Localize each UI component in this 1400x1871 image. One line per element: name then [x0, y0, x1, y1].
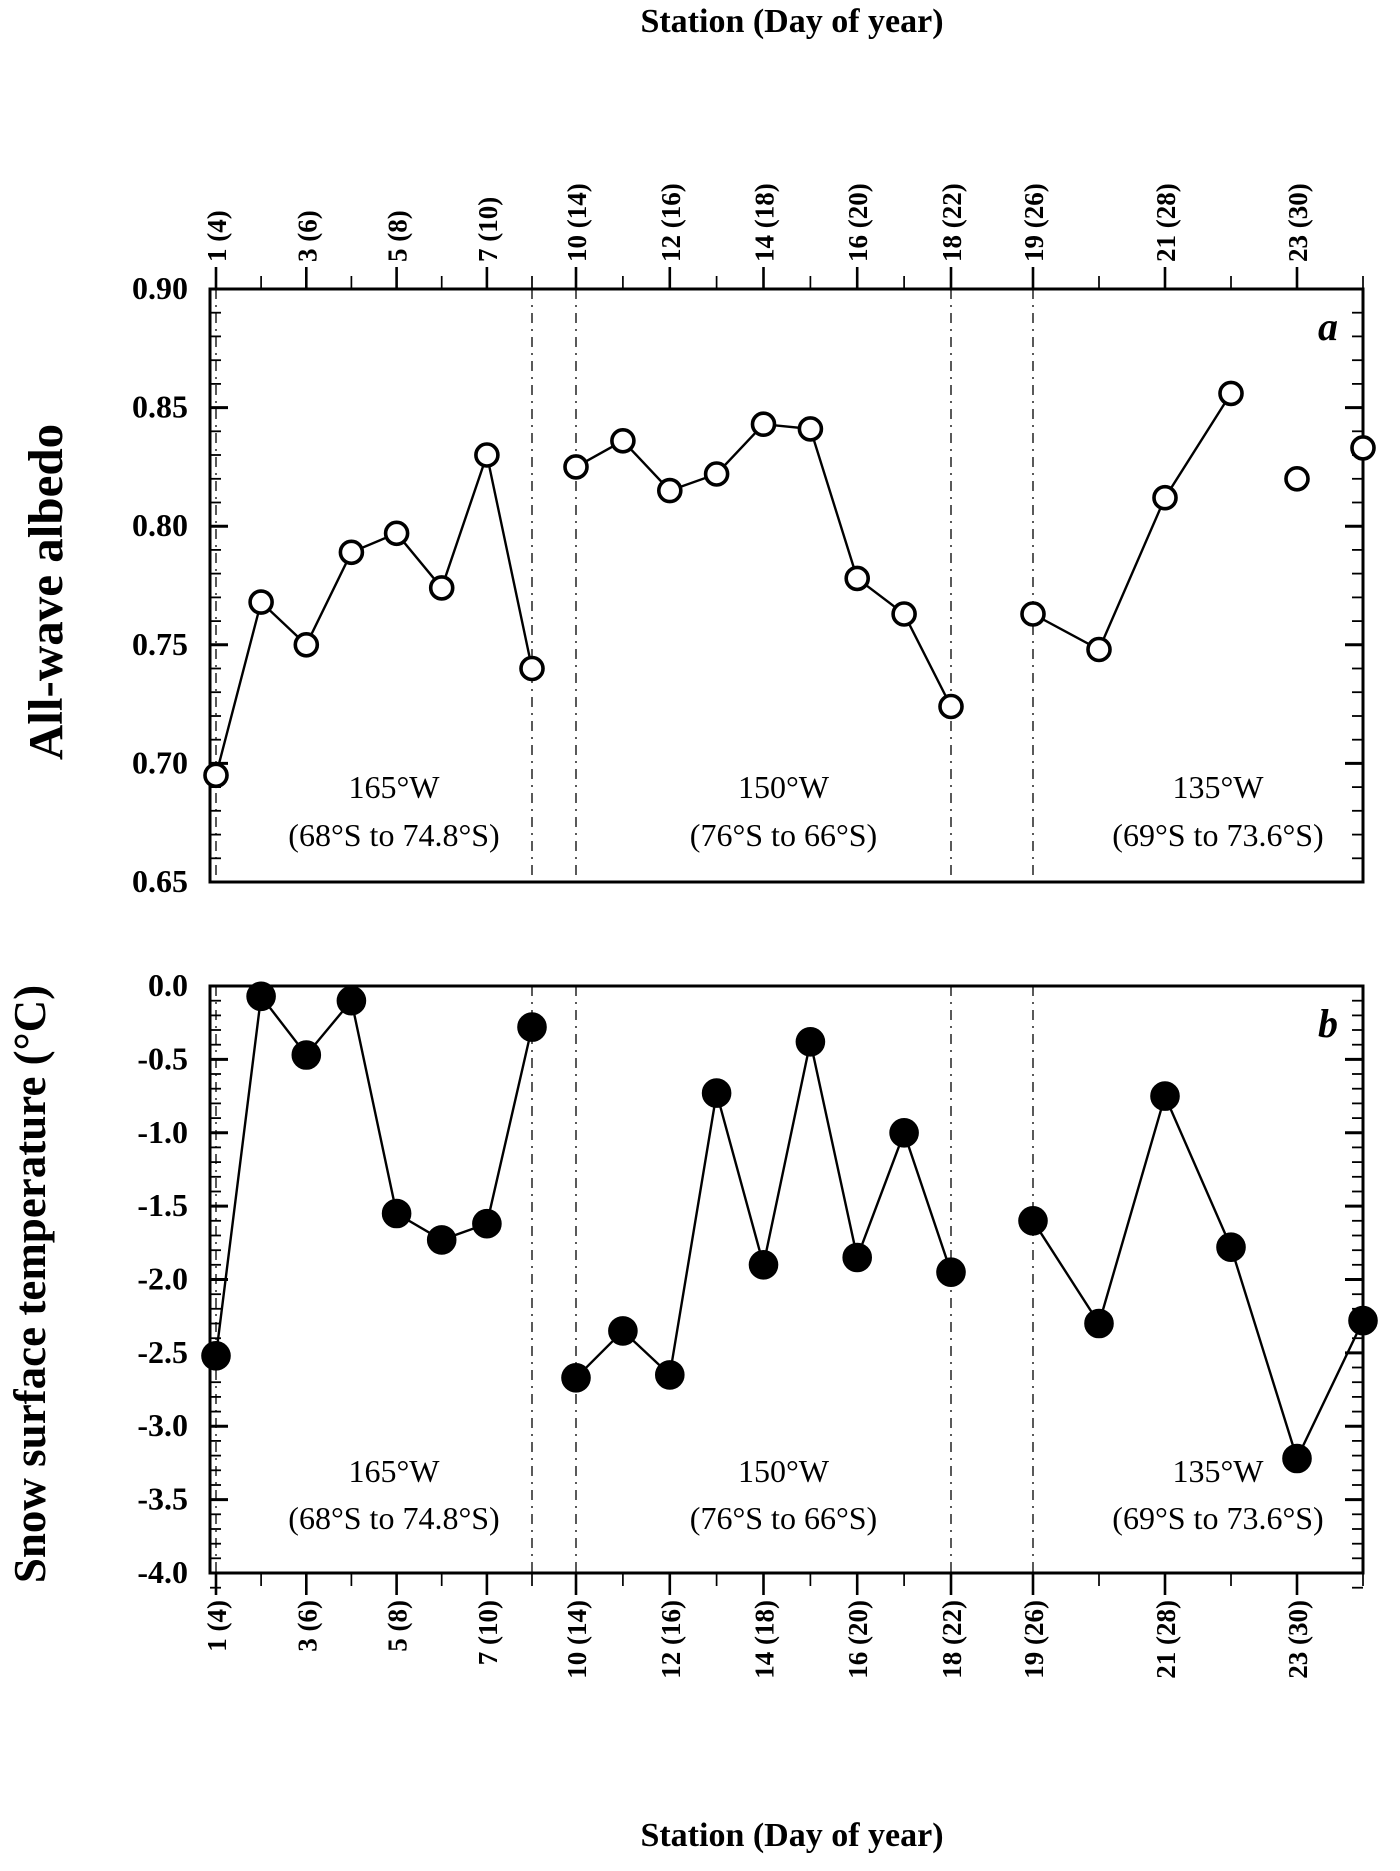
svg-text:3 (6): 3 (6): [292, 210, 322, 262]
svg-text:10 (14): 10 (14): [562, 1600, 592, 1679]
svg-text:14 (18): 14 (18): [750, 183, 780, 262]
svg-text:0.80: 0.80: [132, 507, 188, 543]
svg-text:(76°S to 66°S): (76°S to 66°S): [690, 817, 877, 853]
svg-text:0.75: 0.75: [132, 626, 188, 662]
svg-text:150°W: 150°W: [738, 769, 830, 805]
svg-text:1 (4): 1 (4): [202, 1600, 232, 1652]
svg-text:0.70: 0.70: [132, 744, 188, 780]
svg-text:19 (26): 19 (26): [1019, 183, 1049, 262]
svg-text:23 (30): 23 (30): [1283, 1600, 1313, 1679]
svg-text:-1.0: -1.0: [137, 1114, 188, 1150]
svg-text:-2.5: -2.5: [137, 1334, 188, 1370]
svg-text:-3.0: -3.0: [137, 1407, 188, 1443]
svg-text:23 (30): 23 (30): [1283, 183, 1313, 262]
svg-text:5 (8): 5 (8): [383, 210, 413, 262]
svg-text:Snow surface temperature (°C): Snow surface temperature (°C): [5, 985, 55, 1583]
svg-text:b: b: [1318, 1001, 1338, 1046]
svg-text:135°W: 135°W: [1173, 1453, 1265, 1489]
svg-text:All-wave albedo: All-wave albedo: [18, 424, 73, 760]
svg-text:(69°S to 73.6°S): (69°S to 73.6°S): [1112, 1500, 1323, 1536]
svg-text:5 (8): 5 (8): [383, 1600, 413, 1652]
svg-text:0.90: 0.90: [132, 270, 188, 306]
svg-text:12 (16): 12 (16): [656, 1600, 686, 1679]
svg-text:Station (Day of year): Station (Day of year): [640, 3, 943, 40]
svg-text:150°W: 150°W: [738, 1453, 830, 1489]
svg-text:-3.5: -3.5: [137, 1481, 188, 1517]
svg-text:0.85: 0.85: [132, 389, 188, 425]
svg-text:135°W: 135°W: [1173, 769, 1265, 805]
svg-text:14 (18): 14 (18): [750, 1600, 780, 1679]
svg-text:7 (10): 7 (10): [473, 1600, 503, 1665]
svg-text:-2.0: -2.0: [137, 1261, 188, 1297]
svg-text:18 (22): 18 (22): [937, 1600, 967, 1679]
svg-text:16 (20): 16 (20): [843, 183, 873, 262]
svg-text:3 (6): 3 (6): [292, 1600, 322, 1652]
svg-text:16 (20): 16 (20): [843, 1600, 873, 1679]
svg-text:165°W: 165°W: [349, 1453, 441, 1489]
svg-text:165°W: 165°W: [349, 769, 441, 805]
svg-text:7 (10): 7 (10): [473, 197, 503, 262]
svg-text:0.0: 0.0: [148, 967, 188, 1003]
svg-text:-1.5: -1.5: [137, 1187, 188, 1223]
svg-text:(76°S to 66°S): (76°S to 66°S): [690, 1500, 877, 1536]
svg-text:18 (22): 18 (22): [937, 183, 967, 262]
svg-text:21 (28): 21 (28): [1151, 183, 1181, 262]
svg-text:21 (28): 21 (28): [1151, 1600, 1181, 1679]
svg-text:(68°S to 74.8°S): (68°S to 74.8°S): [288, 1500, 499, 1536]
svg-text:19 (26): 19 (26): [1019, 1600, 1049, 1679]
svg-text:-0.5: -0.5: [137, 1040, 188, 1076]
svg-text:0.65: 0.65: [132, 863, 188, 899]
svg-text:a: a: [1318, 304, 1338, 349]
svg-text:(68°S to 74.8°S): (68°S to 74.8°S): [288, 817, 499, 853]
svg-text:-4.0: -4.0: [137, 1554, 188, 1590]
svg-text:(69°S to 73.6°S): (69°S to 73.6°S): [1112, 817, 1323, 853]
svg-text:10 (14): 10 (14): [562, 183, 592, 262]
svg-text:Station (Day of year): Station (Day of year): [640, 1817, 943, 1854]
svg-text:1 (4): 1 (4): [202, 210, 232, 262]
svg-text:12 (16): 12 (16): [656, 183, 686, 262]
